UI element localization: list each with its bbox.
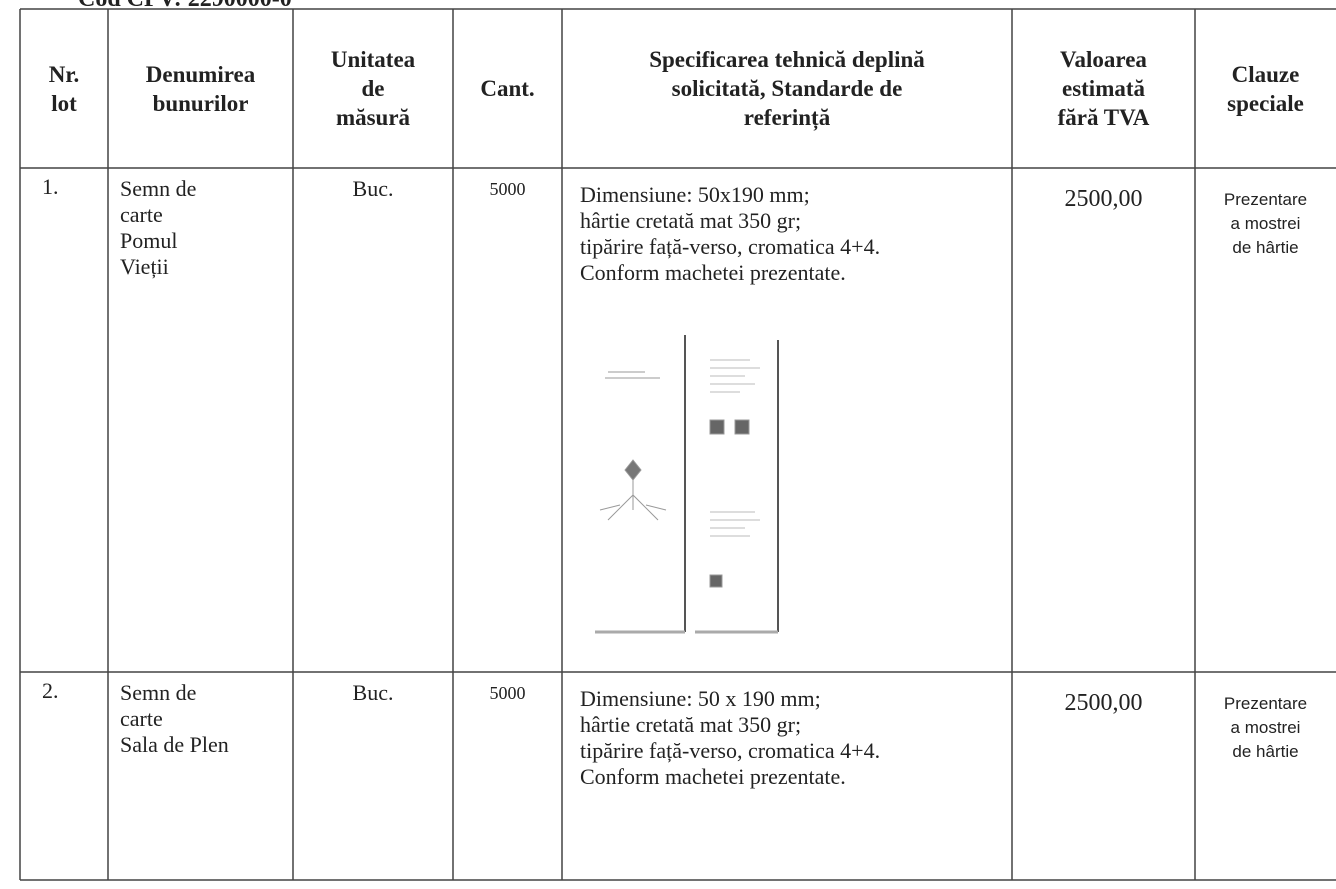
body-cell: 2500,00 (1012, 690, 1195, 716)
cell-line: Sala de Plen (120, 732, 229, 757)
body-cell: Buc. (293, 176, 453, 202)
cell-line: hârtie cretată mat 350 gr; (580, 208, 802, 233)
cell-line: Pomul (120, 228, 178, 253)
cell-line: bunurilor (152, 90, 249, 116)
header-cell: Nr. lot (20, 9, 108, 168)
cell-line: 2. (42, 678, 59, 703)
header-cell: Unitatea de măsură (293, 9, 453, 168)
cell-line: măsură (335, 105, 411, 130)
body-cell: Semn de carte Pomul Vieții (108, 176, 293, 280)
cell-line: Denumirea (145, 61, 256, 87)
cell-line: Prezentare (1223, 190, 1308, 209)
header-cell: Denumirea bunurilor (108, 9, 293, 168)
cell-line: carte (120, 706, 163, 731)
cell-line: de hârtie (1232, 238, 1299, 257)
cell-line: 5000 (489, 683, 526, 703)
cell-line: Conform machetei prezentate. (580, 764, 846, 789)
body-cell: 2. (20, 678, 108, 704)
cell-line: a mostrei (1230, 214, 1301, 233)
cell-line: 5000 (489, 179, 526, 199)
cell-line: Vieții (120, 254, 169, 279)
cell-line: Dimensiune: 50 x 190 mm; (580, 686, 821, 711)
cell-line: 2500,00 (1064, 690, 1143, 716)
cell-line: lot (51, 90, 77, 116)
header-cell: Cant. (453, 9, 562, 168)
cell-line: Nr. (48, 61, 80, 87)
body-cell: Dimensiune: 50x190 mm; hârtie cretată mat… (562, 182, 1012, 286)
cell-line: 1. (42, 174, 59, 199)
cell-line: estimată (1061, 76, 1146, 101)
cell-line: Dimensiune: 50x190 mm; (580, 182, 810, 207)
cell-line: Unitatea (330, 47, 416, 72)
cell-line: solicitată, Standarde de (671, 76, 903, 101)
cell-line: Valoarea (1060, 47, 1147, 72)
header-cell: Valoarea estimată fără TVA (1012, 9, 1195, 168)
header-cell: Clauze speciale (1195, 9, 1336, 168)
cell-line: Semn de (120, 176, 197, 201)
cell-line: Cant. (480, 76, 535, 101)
cell-line: Semn de (120, 680, 197, 705)
cell-line: Clauze (1231, 61, 1300, 87)
body-cell: 2500,00 (1012, 186, 1195, 212)
cell-line: a mostrei (1230, 718, 1301, 737)
cell-line: Buc. (352, 680, 394, 705)
cell-line: tipărire față-verso, cromatica 4+4. (580, 738, 881, 763)
cell-line: de hârtie (1232, 742, 1299, 761)
bookmark-image (595, 335, 779, 634)
cell-line: 2500,00 (1064, 186, 1143, 212)
cell-line: referință (743, 105, 831, 130)
header-cell: Specificarea tehnică deplină solicitată, … (562, 9, 1012, 168)
cell-line: Prezentare (1223, 694, 1308, 713)
body-cell: 1. (20, 174, 108, 200)
body-cell: Prezentare a mostrei de hârtie (1195, 188, 1336, 260)
body-cell: Dimensiune: 50 x 190 mm; hârtie cretată m… (562, 686, 1012, 790)
body-cell: 5000 (453, 680, 562, 706)
cell-line: Specificarea tehnică deplină (649, 47, 925, 72)
cell-line: de (361, 76, 385, 101)
cell-line: Buc. (352, 176, 394, 201)
cell-line: Conform machetei prezentate. (580, 260, 846, 285)
body-cell: Buc. (293, 680, 453, 706)
cell-line: hârtie cretată mat 350 gr; (580, 712, 802, 737)
cell-line: fără TVA (1057, 105, 1150, 130)
cell-line: speciale (1227, 90, 1304, 116)
body-cell: Semn de carte Sala de Plen (108, 680, 293, 758)
body-cell: Prezentare a mostrei de hârtie (1195, 692, 1336, 764)
body-cell: 5000 (453, 176, 562, 202)
cell-line: carte (120, 202, 163, 227)
cell-line: tipărire față-verso, cromatica 4+4. (580, 234, 881, 259)
